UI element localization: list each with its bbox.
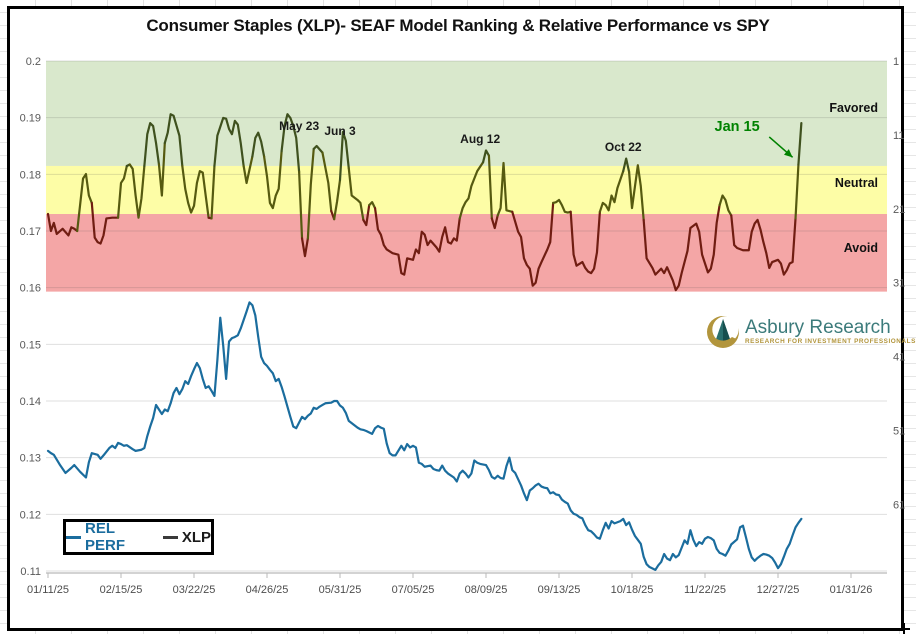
xlp-line-swatch-icon — [162, 535, 178, 539]
xlp-rank-line-segment — [312, 144, 324, 154]
left-axis-tick-0.2: 0.2 — [26, 56, 41, 68]
xlp-rank-line-segment — [46, 212, 79, 237]
asbury-research-logo: Asbury Research RESEARCH FOR INVESTMENT … — [706, 315, 916, 349]
xlp-rank-line-segment — [511, 201, 555, 287]
logo-text: Asbury Research RESEARCH FOR INVESTMENT … — [745, 318, 916, 345]
xlp-rank-line-segment — [797, 121, 803, 166]
x-axis-label-09/13/25: 09/13/25 — [538, 584, 581, 596]
xlp-rank-line-segment — [90, 201, 120, 245]
xlp-rank-line-segment — [157, 141, 166, 197]
chart-legend: REL PERF XLP — [63, 519, 214, 555]
xlp-rank-line-segment — [116, 164, 128, 219]
x-axis-label-10/18/25: 10/18/25 — [611, 584, 654, 596]
legend-label-rel-perf: REL PERF — [84, 520, 125, 554]
annotation-jun-3: Jun 3 — [324, 124, 356, 139]
xlp-rank-line-segment — [794, 163, 800, 220]
xlp-rank-line-segment — [642, 204, 721, 292]
left-axis-tick-0.16: 0.16 — [20, 283, 41, 295]
zone-label-neutral: Neutral — [834, 176, 878, 190]
mouse-cursor-crosshair — [898, 623, 910, 634]
xlp-rank-line-segment — [306, 147, 315, 240]
left-axis-tick-0.12: 0.12 — [20, 509, 41, 521]
rel-perf-line — [46, 301, 803, 571]
left-axis-tick-0.11: 0.11 — [20, 566, 41, 578]
xlp-rank-line-segment — [627, 164, 645, 222]
x-axis-label-11/22/25: 11/22/25 — [684, 584, 726, 596]
x-axis-label-01/31/26: 01/31/26 — [830, 584, 873, 596]
right-axis-tick-11: 11 — [893, 130, 904, 142]
xlp-rank-line-segment — [552, 198, 572, 214]
x-axis-label-07/05/25: 07/05/25 — [392, 584, 435, 596]
xlp-rank-line-segment — [487, 154, 493, 220]
right-axis-tick-41: 41 — [893, 352, 905, 364]
x-axis-label-05/31/25: 05/31/25 — [319, 584, 362, 596]
xlp-rank-line-segment — [300, 237, 309, 258]
xlp-rank-line-segment — [569, 210, 601, 275]
right-axis-tick-61: 61 — [893, 499, 905, 511]
right-axis-tick-21: 21 — [893, 204, 905, 216]
xlp-rank-line-segment — [333, 178, 342, 221]
xlp-rank-line-segment — [496, 161, 514, 217]
left-axis-tick-0.15: 0.15 — [20, 339, 41, 351]
xlp-rank-line-segment — [280, 113, 301, 173]
xlp-rank-line-segment — [298, 170, 304, 240]
xlp-rank-line-segment — [251, 131, 266, 158]
left-axis-tick-0.18: 0.18 — [20, 169, 41, 181]
xlp-rank-line-segment — [622, 157, 631, 173]
jan-15-arrowhead-icon — [783, 149, 793, 158]
x-axis-label-01/11/25: 01/11/25 — [27, 584, 69, 596]
right-axis-tick-1: 1 — [893, 56, 899, 68]
xlp-rank-line-segment — [598, 170, 625, 213]
xlp-rank-line-segment — [242, 155, 254, 185]
left-axis-tick-0.19: 0.19 — [20, 113, 41, 125]
xlp-rank-line-segment — [718, 194, 733, 217]
xlp-rank-line-segment — [213, 116, 245, 168]
x-axis-label-02/15/25: 02/15/25 — [100, 584, 143, 596]
x-axis-label-08/09/25: 08/09/25 — [465, 584, 508, 596]
x-axis-label-04/26/25: 04/26/25 — [246, 584, 289, 596]
xlp-rank-line-segment — [730, 214, 797, 276]
xlp-rank-line-segment — [490, 214, 499, 230]
xlp-rank-line-segment — [143, 121, 161, 168]
x-axis-label-12/27/25: 12/27/25 — [757, 584, 800, 596]
annotation-aug-12: Aug 12 — [460, 132, 501, 147]
xlp-rank-line-segment — [163, 113, 184, 168]
zone-label-avoid: Avoid — [843, 241, 878, 255]
xlp-rank-line-segment — [481, 149, 491, 164]
xlp-rank-line-segment — [373, 206, 461, 276]
asbury-logo-mark-icon — [707, 316, 739, 348]
zone-band-favored — [46, 61, 887, 166]
xlp-rank-line-segment — [128, 163, 146, 219]
legend-label-xlp: XLP — [181, 528, 211, 546]
logo-tagline: RESEARCH FOR INVESTMENT PROFESSIONALS — [745, 338, 916, 346]
xlp-rank-line-segment — [362, 204, 371, 227]
xlp-rank-line-segment — [181, 164, 210, 219]
left-axis-tick-0.13: 0.13 — [20, 453, 41, 465]
xlp-rank-line-segment — [76, 172, 93, 233]
annotation-may-23: May 23 — [279, 119, 320, 134]
right-axis-tick-51: 51 — [893, 426, 905, 438]
xlp-rank-line-segment — [338, 130, 350, 182]
xlp-rank-line-segment — [262, 150, 283, 210]
xlp-rank-line-segment — [458, 161, 485, 220]
x-axis-label-03/22/25: 03/22/25 — [173, 584, 216, 596]
xlp-rank-line-segment — [210, 164, 216, 220]
right-axis-tick-31: 31 — [893, 278, 905, 290]
xlp-rank-line-segment — [347, 167, 365, 222]
xlp-rank-line-segment — [321, 151, 333, 213]
annotation-oct-22: Oct 22 — [604, 140, 642, 155]
xlp-rank-line-segment — [368, 201, 377, 210]
zone-label-favored: Favored — [829, 101, 878, 115]
chart-title: Consumer Staples (XLP)- SEAF Model Ranki… — [146, 16, 770, 35]
left-axis-tick-0.17: 0.17 — [20, 226, 41, 238]
rel-perf-line-swatch-icon — [66, 535, 81, 539]
logo-name: Asbury Research — [745, 317, 891, 339]
zone-band-avoid — [46, 214, 887, 292]
annotation-jan-15: Jan 15 — [714, 119, 760, 136]
left-axis-tick-0.14: 0.14 — [20, 396, 41, 408]
